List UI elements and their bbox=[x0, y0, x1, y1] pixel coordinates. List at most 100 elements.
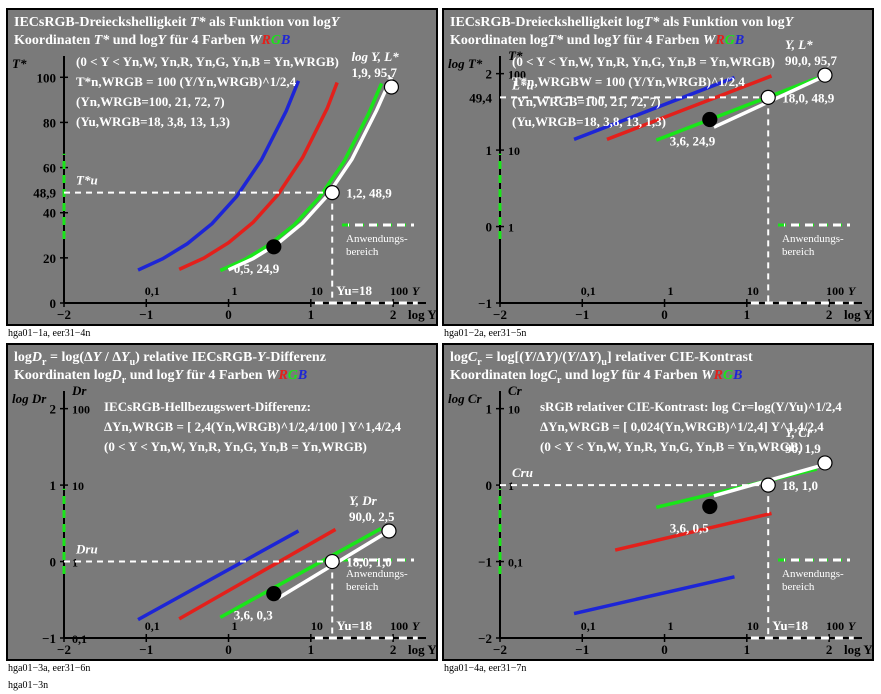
x-axis-label: log Y bbox=[408, 642, 437, 657]
panel-b bbox=[442, 8, 874, 326]
formula-line: T*n,WRGB = 100 (Y/Yn,WRGB)^1/2,4 bbox=[76, 74, 297, 89]
title-segment: R bbox=[714, 33, 724, 48]
title-segment: Y bbox=[158, 33, 168, 48]
series-line-R bbox=[178, 527, 337, 621]
panel-title-line2: Koordinaten logCr​ und logY für 4 Farben… bbox=[450, 368, 742, 386]
formula-line: ΔYn,WRGB = [ 0,024(Yn,WRGB)^1/2,4] Y^1,4… bbox=[540, 419, 824, 434]
title-segment: und log bbox=[109, 33, 157, 48]
y-axis-label-secondary: Dr bbox=[71, 383, 87, 398]
panel-c bbox=[6, 343, 438, 661]
y-tick-label: −1 bbox=[478, 555, 492, 570]
title-segment: IECsRGB-Dreieckshelligkeit log bbox=[450, 15, 644, 30]
formula-line: (0 < Y < Yn,W, Yn,R, Yn,G, Yn,B = Yn,WRG… bbox=[540, 439, 803, 454]
title-segment: G bbox=[725, 33, 735, 48]
y-tick-label: 0 bbox=[486, 478, 493, 493]
x-tick-label: −2 bbox=[493, 307, 507, 322]
title-segment: für 4 Farben bbox=[183, 368, 266, 383]
y-level-name: L*u bbox=[511, 77, 534, 92]
x-tick-label: −2 bbox=[57, 307, 71, 322]
point-mid bbox=[760, 477, 776, 493]
x-tick-label: −1 bbox=[139, 642, 153, 657]
dot-point-label: 3,6, 0,5 bbox=[670, 521, 710, 536]
series-line-R bbox=[606, 74, 773, 142]
title-segment: C bbox=[548, 368, 558, 383]
top-tick-label: 0,1 bbox=[145, 619, 160, 633]
x-tick-label: 0 bbox=[225, 642, 232, 657]
page-footer: hga01−3n bbox=[8, 680, 49, 691]
y-axis-label: T* bbox=[12, 56, 27, 71]
y-axis-label-secondary: Cr bbox=[508, 383, 523, 398]
y-tick-label: 20 bbox=[43, 251, 56, 266]
panel-title-line2: Koordinaten logDr​ und logY für 4 Farben… bbox=[14, 368, 307, 386]
top-tick-label: 10 bbox=[311, 284, 323, 298]
x-tick-label: 1 bbox=[308, 307, 315, 322]
title-segment: log bbox=[450, 350, 468, 365]
formula-line: (0 < Y < Yn,W, Yn,R, Yn,G, Yn,B = Yn,WRG… bbox=[76, 54, 339, 69]
formula-line: (Yu,WRGB=18, 3,8, 13, 1,3) bbox=[76, 114, 230, 129]
title-segment: R bbox=[261, 33, 271, 48]
y-tick-label: 0 bbox=[486, 220, 493, 235]
series-line-B bbox=[573, 75, 736, 142]
title-segment: B bbox=[734, 33, 744, 48]
point-mid bbox=[324, 185, 340, 201]
formula-line: (0 < Y < Yn,W, Yn,R, Yn,G, Yn,B = Yn,WRG… bbox=[104, 439, 367, 454]
title-segment: )/( bbox=[554, 350, 568, 365]
panel-title-line1: logCr​ = log[(Y/ΔY)/(Y/ΔY)u​] relativer … bbox=[450, 350, 753, 368]
x-top-axis-label: Y bbox=[848, 619, 857, 633]
point-dot bbox=[266, 239, 282, 255]
formula-line: (Yn,WRGB=100, 21, 72, 7) bbox=[512, 94, 661, 109]
title-segment: Y bbox=[93, 350, 103, 365]
x-tick-label: 2 bbox=[826, 307, 833, 322]
panel-a bbox=[6, 8, 438, 326]
title-segment: W bbox=[266, 368, 280, 383]
title-segment: R bbox=[713, 368, 723, 383]
series-line-R bbox=[178, 81, 339, 271]
title-segment: /Δ bbox=[531, 350, 545, 365]
top-tick-label: 10 bbox=[747, 619, 759, 633]
ref-point-name: Y, Cr bbox=[785, 425, 813, 440]
series-line-R bbox=[614, 511, 772, 552]
yu-label: Yu=18 bbox=[336, 618, 372, 633]
title-segment: D bbox=[31, 350, 42, 365]
y-tick-label-secondary: 0,1 bbox=[508, 556, 523, 570]
title-segment: B bbox=[732, 368, 742, 383]
panel-title-line2: Koordinaten logT* und logY für 4 Farben … bbox=[450, 33, 744, 48]
top-tick-label: 1 bbox=[668, 284, 674, 298]
title-segment: IECsRGB-Dreieckshelligkeit bbox=[14, 15, 190, 30]
title-segment: G bbox=[288, 368, 298, 383]
title-segment: für 4 Farben bbox=[166, 33, 249, 48]
title-segment: Y bbox=[331, 15, 341, 30]
top-tick-label: 1 bbox=[668, 619, 674, 633]
top-tick-label: 100 bbox=[826, 619, 844, 633]
top-tick-label: 1 bbox=[232, 284, 238, 298]
top-tick-label: 10 bbox=[311, 619, 323, 633]
title-segment: Y bbox=[588, 350, 598, 365]
top-tick-label: 1 bbox=[232, 619, 238, 633]
point-mid bbox=[760, 89, 776, 105]
x-axis-label: log Y bbox=[844, 642, 873, 657]
title-segment: log bbox=[14, 350, 32, 365]
title-segment: r bbox=[42, 357, 47, 368]
title-segment: Y bbox=[610, 368, 620, 383]
y-axis-label: log Dr bbox=[12, 391, 47, 406]
y-tick-label: 1 bbox=[486, 402, 493, 417]
title-segment: Y bbox=[567, 350, 577, 365]
y-level-name: T*u bbox=[76, 173, 98, 188]
x-top-axis-label: Y bbox=[412, 284, 421, 298]
point-ref bbox=[383, 79, 400, 95]
mid-point-label: 1,2, 48,9 bbox=[346, 186, 392, 201]
title-segment: G bbox=[271, 33, 281, 48]
title-segment: D bbox=[111, 368, 122, 383]
title-segment: als Funktion von log bbox=[205, 15, 330, 30]
title-segment: Y bbox=[611, 33, 621, 48]
series-line-W bbox=[227, 76, 394, 272]
y-tick-label-secondary: 10 bbox=[508, 403, 520, 417]
title-segment: = log(Δ bbox=[46, 350, 93, 365]
top-tick-label: 0,1 bbox=[581, 619, 596, 633]
title-segment: / Δ bbox=[101, 350, 121, 365]
y-tick-label: 0 bbox=[50, 555, 57, 570]
x-tick-label: −2 bbox=[57, 642, 71, 657]
y-tick-label: 40 bbox=[43, 206, 56, 221]
title-segment: W bbox=[703, 33, 717, 48]
y-tick-label: 60 bbox=[43, 161, 56, 176]
